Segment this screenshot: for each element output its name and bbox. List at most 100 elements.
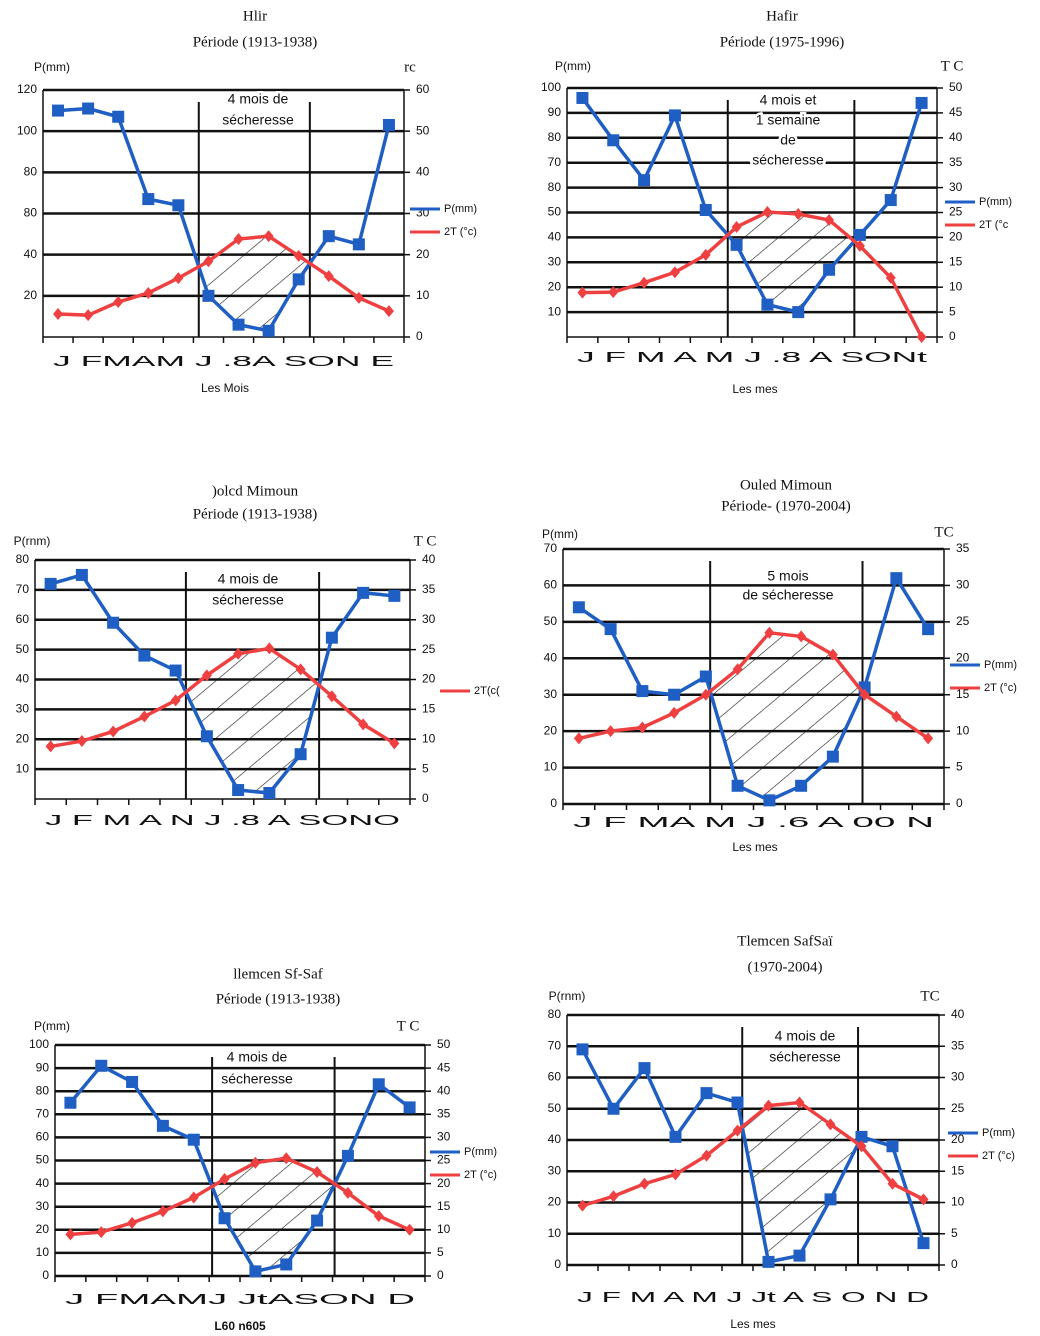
marker-diamond <box>173 272 184 285</box>
y-tick-label: 10 <box>548 304 562 318</box>
marker-diamond <box>762 206 773 219</box>
marker-square <box>884 194 897 207</box>
annotation: de <box>780 132 796 148</box>
annotation: sécheresse <box>752 152 824 168</box>
y-tick-label: 20 <box>544 723 558 737</box>
y-tick-label: 70 <box>544 541 558 555</box>
y2-tick-label: 10 <box>437 1222 451 1236</box>
y-tick-label: 60 <box>36 1130 50 1144</box>
marker-diamond <box>83 309 94 322</box>
y-tick-label: 80 <box>24 165 38 179</box>
marker-square <box>64 1096 77 1109</box>
month-axis-labels: J F M A M J .8 A SONt <box>577 349 929 366</box>
marker-square <box>280 1258 293 1271</box>
marker-square <box>341 1149 354 1162</box>
marker-diamond <box>885 271 896 284</box>
marker-diamond <box>793 207 804 220</box>
marker-diamond <box>573 732 584 745</box>
marker-square <box>886 1140 899 1153</box>
y-tick-label: 80 <box>36 1083 50 1097</box>
y-tick-label: 80 <box>548 180 562 194</box>
y2-tick-label: 20 <box>949 230 963 244</box>
marker-square <box>262 324 275 337</box>
y-tick-label: 30 <box>548 254 562 268</box>
marker-diamond <box>637 721 648 734</box>
y2-tick-label: 0 <box>951 1257 958 1271</box>
marker-diamond <box>233 647 244 660</box>
marker-square <box>853 228 866 241</box>
legend-label: 2T (°c) <box>464 1169 497 1181</box>
y2-axis-label: T C <box>397 1018 420 1034</box>
y2-tick-label: 10 <box>422 731 436 745</box>
y2-tick-label: 10 <box>951 1195 965 1209</box>
y-tick-label: 120 <box>17 82 37 96</box>
marker-diamond <box>856 1140 867 1153</box>
marker-diamond <box>358 718 369 731</box>
marker-square <box>915 96 928 109</box>
marker-square <box>731 1096 744 1109</box>
marker-square <box>44 577 57 590</box>
y-tick-label: 50 <box>36 1153 50 1167</box>
y-tick-label: 20 <box>36 1222 50 1236</box>
marker-diamond <box>96 1226 107 1239</box>
legend-label: P(mm) <box>979 196 1012 208</box>
marker-diamond <box>700 688 711 701</box>
y-tick-label: 30 <box>544 687 558 701</box>
y-tick-label: 10 <box>16 761 30 775</box>
marker-square <box>112 110 125 123</box>
marker-square <box>322 230 335 243</box>
marker-square <box>636 685 649 698</box>
marker-square <box>917 1237 930 1250</box>
x-axis-label: Les mes <box>732 382 777 396</box>
y2-tick-label: 50 <box>949 80 963 94</box>
marker-diamond <box>312 1166 323 1179</box>
marker-square <box>156 1119 169 1132</box>
marker-square <box>669 1130 682 1143</box>
chart-subtitle: Période (1975-1996) <box>720 34 845 50</box>
y-tick-label: 30 <box>16 702 30 716</box>
marker-square <box>187 1133 200 1146</box>
y-tick-label: 0 <box>554 1257 561 1271</box>
y2-tick-label: 20 <box>951 1132 965 1146</box>
marker-diamond <box>669 266 680 279</box>
y2-tick-label: 35 <box>956 541 970 555</box>
marker-square <box>218 1212 231 1225</box>
marker-square <box>762 1255 775 1268</box>
y-tick-label: 40 <box>36 1176 50 1190</box>
marker-diamond <box>250 1156 261 1169</box>
y2-tick-label: 15 <box>437 1199 451 1213</box>
y-tick-label: 20 <box>16 731 30 745</box>
marker-diamond <box>233 233 244 246</box>
marker-square <box>232 784 245 797</box>
marker-diamond <box>923 732 934 745</box>
marker-diamond <box>701 1149 712 1162</box>
marker-diamond <box>170 694 181 707</box>
y2-axis-label: T C <box>941 58 964 74</box>
marker-square <box>823 263 836 276</box>
legend-label: 2T (°c) <box>444 226 477 238</box>
marker-diamond <box>824 213 835 226</box>
y2-tick-label: 0 <box>437 1268 444 1282</box>
marker-diamond <box>608 1190 619 1203</box>
y2-tick-label: 10 <box>956 723 970 737</box>
month-axis-labels: J F M A M J Jt A S O N D <box>577 1289 929 1306</box>
marker-square <box>638 1062 651 1075</box>
marker-square <box>699 670 712 683</box>
chart-subtitle: Période- (1970-2004) <box>721 498 851 514</box>
y2-tick-label: 20 <box>422 672 436 686</box>
marker-square <box>126 1075 139 1088</box>
marker-diamond <box>295 663 306 676</box>
marker-square <box>142 193 155 206</box>
y2-tick-label: 15 <box>956 687 970 701</box>
y-tick-label: 80 <box>16 552 30 566</box>
y-axis-label: P(mm) <box>34 1019 70 1033</box>
marker-diamond <box>639 276 650 289</box>
marker-diamond <box>293 249 304 262</box>
y-axis-label: P(mm) <box>555 59 591 73</box>
y2-tick-label: 40 <box>422 552 436 566</box>
marker-diamond <box>139 710 150 723</box>
y2-tick-label: 20 <box>416 247 430 261</box>
marker-square <box>572 601 585 614</box>
y-tick-label: 80 <box>24 206 38 220</box>
